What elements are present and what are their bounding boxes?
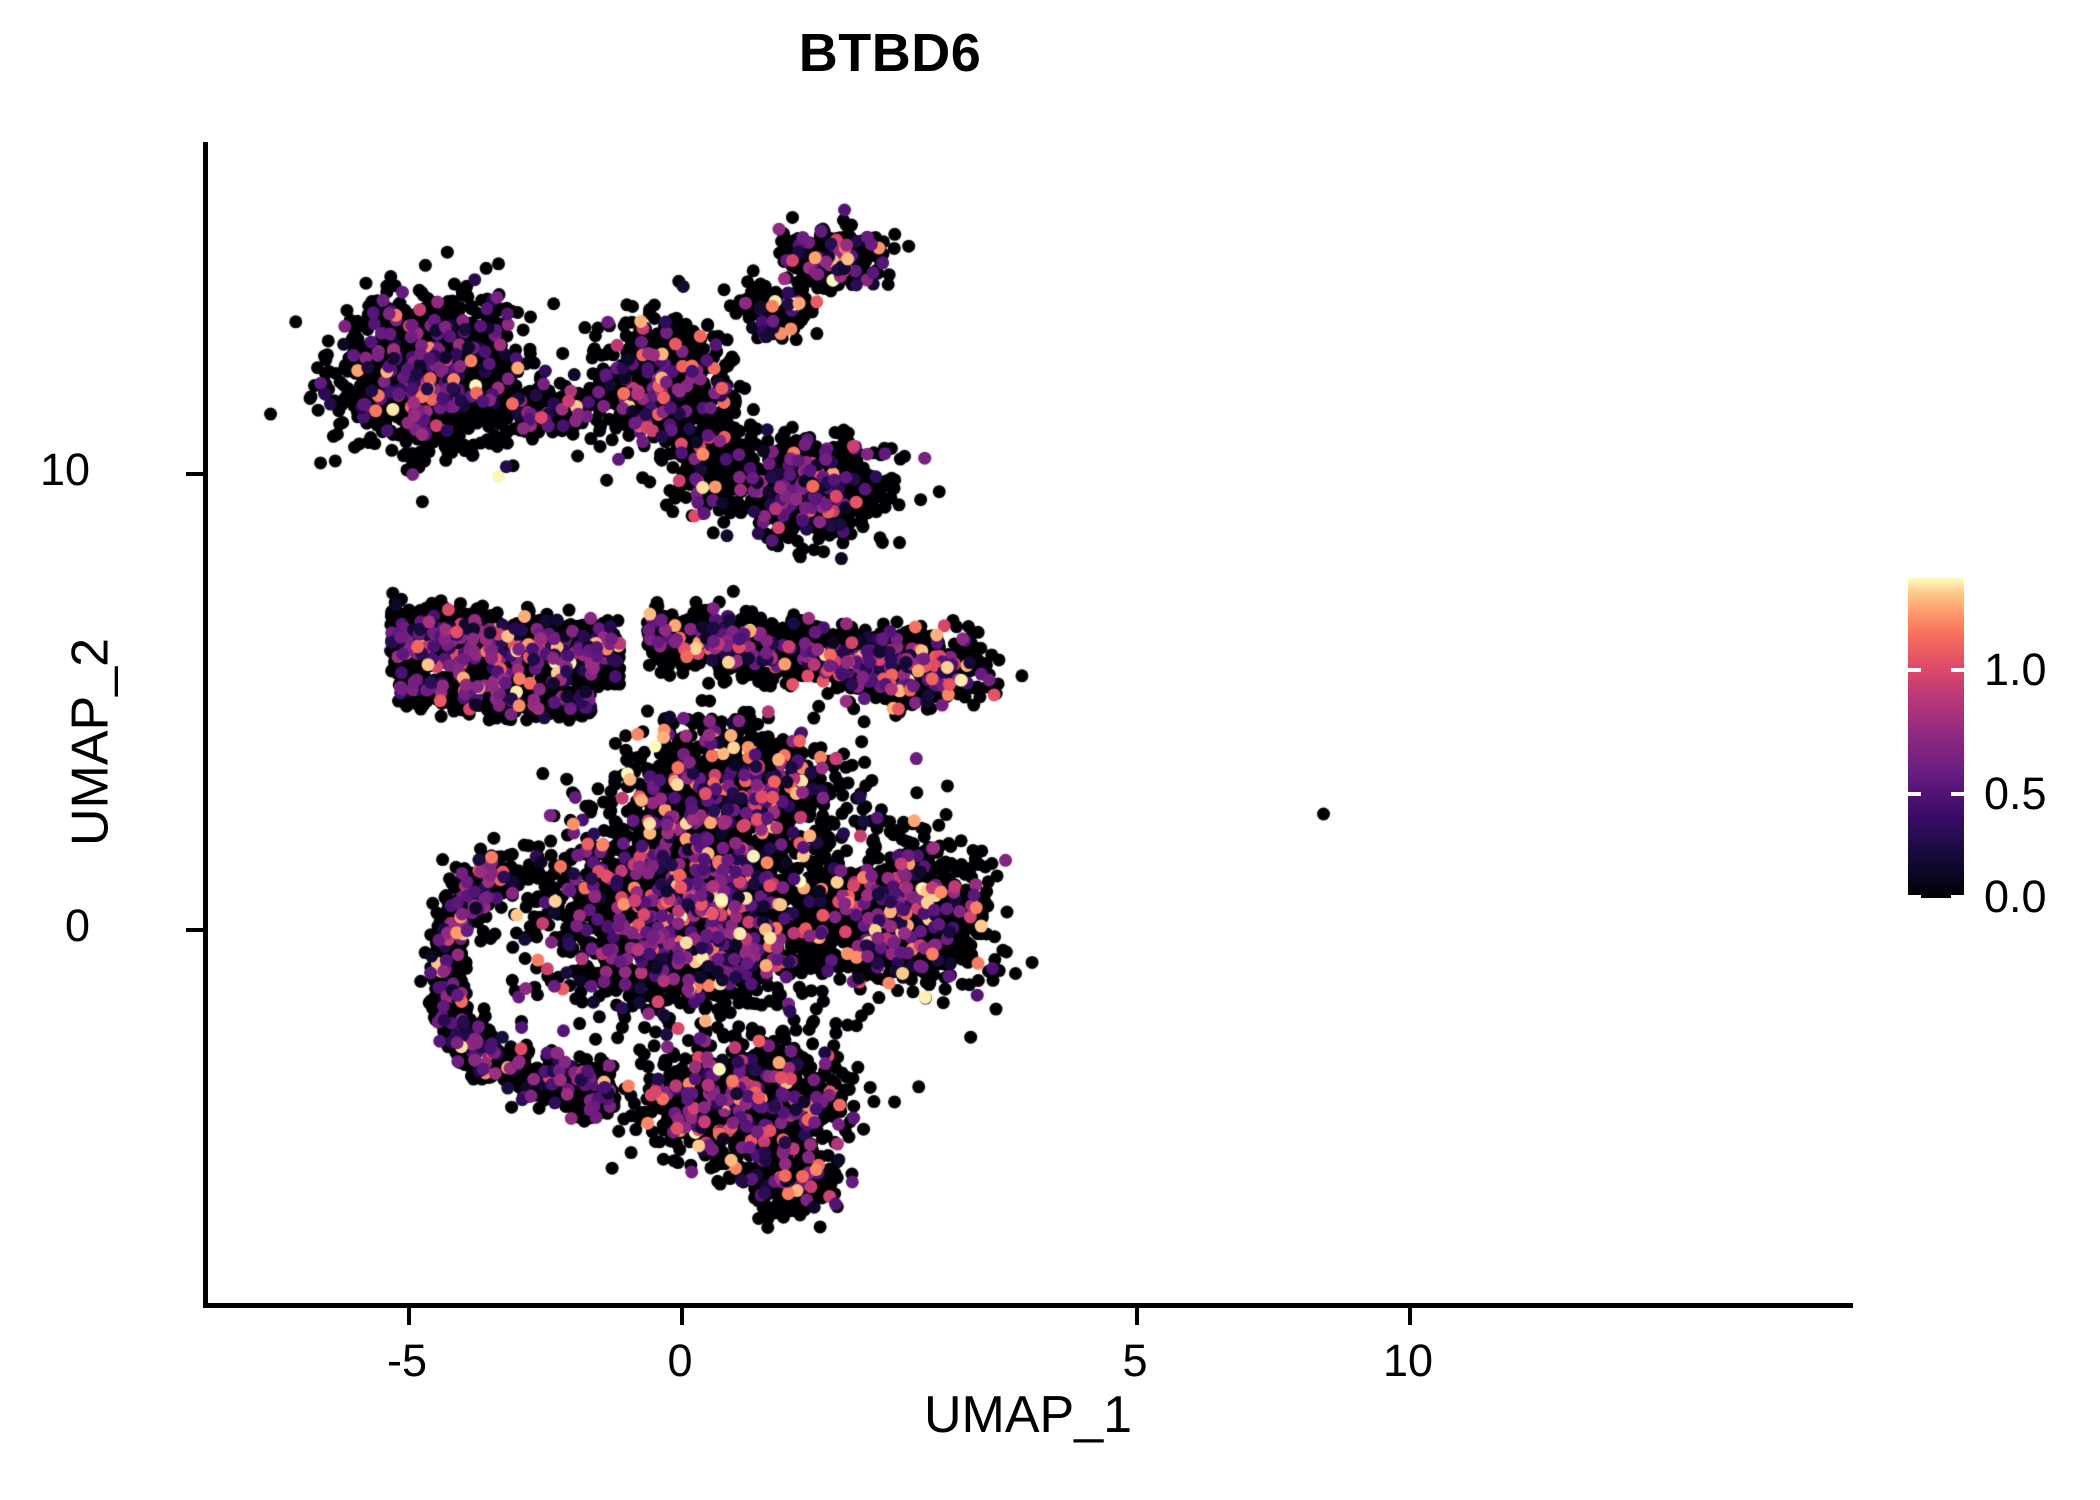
x-tick-mark-0 xyxy=(680,1308,684,1325)
y-axis-line xyxy=(203,142,208,1307)
y-tick-label-0: 0 xyxy=(64,900,90,951)
colorbar-tick-1-right xyxy=(1951,668,1964,672)
colorbar-label-00: 0.0 xyxy=(1984,871,2047,922)
colorbar-tick-05-right xyxy=(1951,792,1964,796)
x-axis-title: UMAP_1 xyxy=(923,1386,1133,1444)
colorbar-label-05: 0.5 xyxy=(1984,768,2047,819)
x-axis-line xyxy=(203,1303,1853,1308)
x-tick-label-minus5: -5 xyxy=(386,1335,428,1386)
x-tick-mark-minus5 xyxy=(407,1308,411,1325)
colorbar-tick-00-left xyxy=(1908,895,1921,899)
y-axis-title: UMAP_2 xyxy=(61,637,120,847)
x-tick-label-5: 5 xyxy=(1122,1335,1148,1386)
y-tick-label-10: 10 xyxy=(39,444,90,495)
colorbar-tick-00-right xyxy=(1951,895,1964,899)
x-tick-mark-5 xyxy=(1135,1308,1139,1325)
colorbar-label-1: 1.0 xyxy=(1984,644,2047,695)
x-tick-label-0: 0 xyxy=(667,1335,693,1386)
colorbar-gradient xyxy=(1908,578,1964,898)
colorbar-legend: 1.0 0.5 0.0 xyxy=(1908,578,2047,922)
y-tick-mark-0 xyxy=(186,928,203,932)
y-tick-mark-10 xyxy=(186,472,203,476)
colorbar-tick-05-left xyxy=(1908,792,1921,796)
x-tick-label-10: 10 xyxy=(1382,1335,1434,1386)
x-tick-mark-10 xyxy=(1408,1308,1412,1325)
colorbar-tick-1-left xyxy=(1908,668,1921,672)
